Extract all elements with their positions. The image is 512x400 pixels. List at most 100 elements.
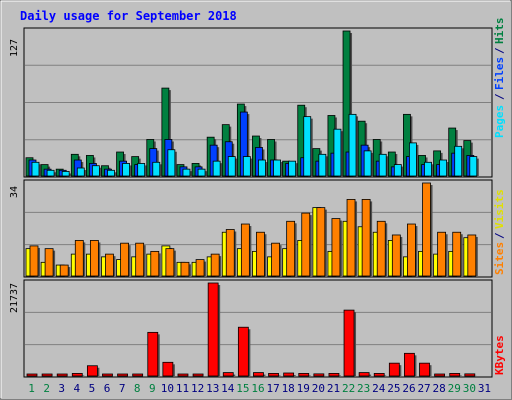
x-tick-label: 5 (89, 382, 96, 395)
kbytes-bar (147, 331, 159, 377)
kbytes-bar (434, 373, 446, 377)
pages-bar (439, 159, 448, 177)
pages-bar (333, 128, 342, 177)
legend-files: Files (493, 57, 506, 90)
x-tick-label: 3 (58, 382, 65, 395)
x-tick-label: 26 (402, 382, 415, 395)
top-legend: Pages / Files / Hits (493, 18, 506, 139)
pages-bar (242, 156, 251, 177)
kbytes-bar (464, 373, 476, 377)
kbytes-bar (298, 373, 310, 377)
kbytes-bar (328, 373, 340, 377)
legend-sites: Sites (493, 242, 506, 275)
x-tick-label: 9 (149, 382, 156, 395)
sites-bar (422, 182, 431, 277)
middle-legend: Sites / Visits (493, 189, 506, 275)
sites-bar (301, 212, 311, 277)
sites-bar (180, 261, 190, 277)
sites-bar (225, 229, 235, 277)
kbytes-bar (117, 373, 128, 377)
x-tick-label: 31 (478, 382, 491, 395)
sites-bar (89, 240, 99, 277)
x-tick-label: 11 (176, 382, 189, 395)
kbytes-bar (177, 373, 189, 377)
x-tick-label: 8 (134, 382, 141, 395)
sites-bar (59, 264, 69, 277)
pages-bar (378, 153, 387, 177)
sites-bar (467, 234, 477, 277)
pages-bar (107, 169, 115, 177)
pages-bar (348, 113, 357, 177)
sites-bar (240, 223, 250, 277)
kbytes-bar (358, 372, 370, 377)
pages-bar (197, 168, 206, 177)
x-tick-label: 16 (251, 382, 264, 395)
x-tick-label: 4 (74, 382, 81, 395)
pages-bar (303, 116, 312, 177)
sites-bar (452, 231, 462, 277)
kbytes-bar (86, 365, 98, 377)
x-tick-label: 24 (372, 382, 386, 395)
x-tick-label: 29 (448, 382, 461, 395)
kbytes-bar (388, 362, 400, 377)
x-tick-label: 17 (266, 382, 279, 395)
bottom-legend: KBytes (493, 335, 506, 375)
legend-pages: Pages (493, 105, 506, 138)
x-tick-label: 12 (191, 382, 204, 395)
pages-bar (288, 160, 297, 177)
kbytes-bar (404, 352, 415, 377)
x-tick-label: 7 (119, 382, 126, 395)
pages-bar (76, 167, 85, 177)
sites-bar (74, 240, 84, 277)
sites-bar (346, 199, 356, 277)
pages-bar (167, 149, 176, 177)
legend-kbytes: KBytes (493, 335, 506, 375)
visits-sites-panel (23, 179, 493, 278)
x-tick-label: 6 (104, 382, 111, 395)
x-tick-label: 1 (28, 382, 35, 395)
pages-bar (424, 161, 432, 177)
kbytes-bar (192, 373, 204, 377)
x-tick-label: 15 (236, 382, 249, 395)
legend-sep-1: / (493, 93, 506, 100)
pages-bar (61, 171, 70, 177)
kbytes-bar (449, 373, 461, 377)
pages-bar (469, 156, 478, 177)
x-tick-label: 14 (221, 382, 235, 395)
x-tick-label: 13 (206, 382, 219, 395)
middle-max-label: 34 (9, 186, 20, 198)
x-tick-label: 27 (417, 382, 430, 395)
kbytes-bar (222, 372, 234, 377)
kbytes-bar (41, 373, 53, 377)
pages-bar (273, 159, 281, 177)
top-max-label: 127 (9, 39, 20, 57)
sites-bar (316, 207, 326, 277)
sites-bar (150, 250, 160, 277)
kbytes-bar (102, 373, 113, 377)
pages-bar (393, 164, 402, 177)
kbytes-bar (56, 373, 68, 377)
sites-bar (271, 242, 280, 277)
bottom-max-label: 21737 (9, 283, 20, 313)
pages-bar (122, 163, 130, 177)
sites-bar (195, 259, 205, 277)
x-tick-label: 23 (357, 382, 370, 395)
sites-bar (391, 234, 401, 277)
chart-title: Daily usage for September 2018 (20, 9, 237, 23)
pages-bar (212, 160, 221, 177)
sites-bar (361, 199, 371, 277)
pages-bar (46, 169, 55, 177)
pages-bar (182, 168, 191, 177)
pages-bar (363, 150, 372, 177)
x-tick-label: 19 (297, 382, 310, 395)
x-tick-label: 22 (342, 382, 355, 395)
kbytes-bar (207, 282, 219, 377)
kbytes-bar (132, 373, 144, 377)
legend-sep-3: / (493, 232, 506, 239)
kbytes-bar (343, 309, 355, 377)
pages-bar (258, 159, 266, 177)
pages-bar (318, 153, 327, 177)
kbytes-bar (373, 373, 385, 377)
sites-bar (331, 218, 341, 277)
